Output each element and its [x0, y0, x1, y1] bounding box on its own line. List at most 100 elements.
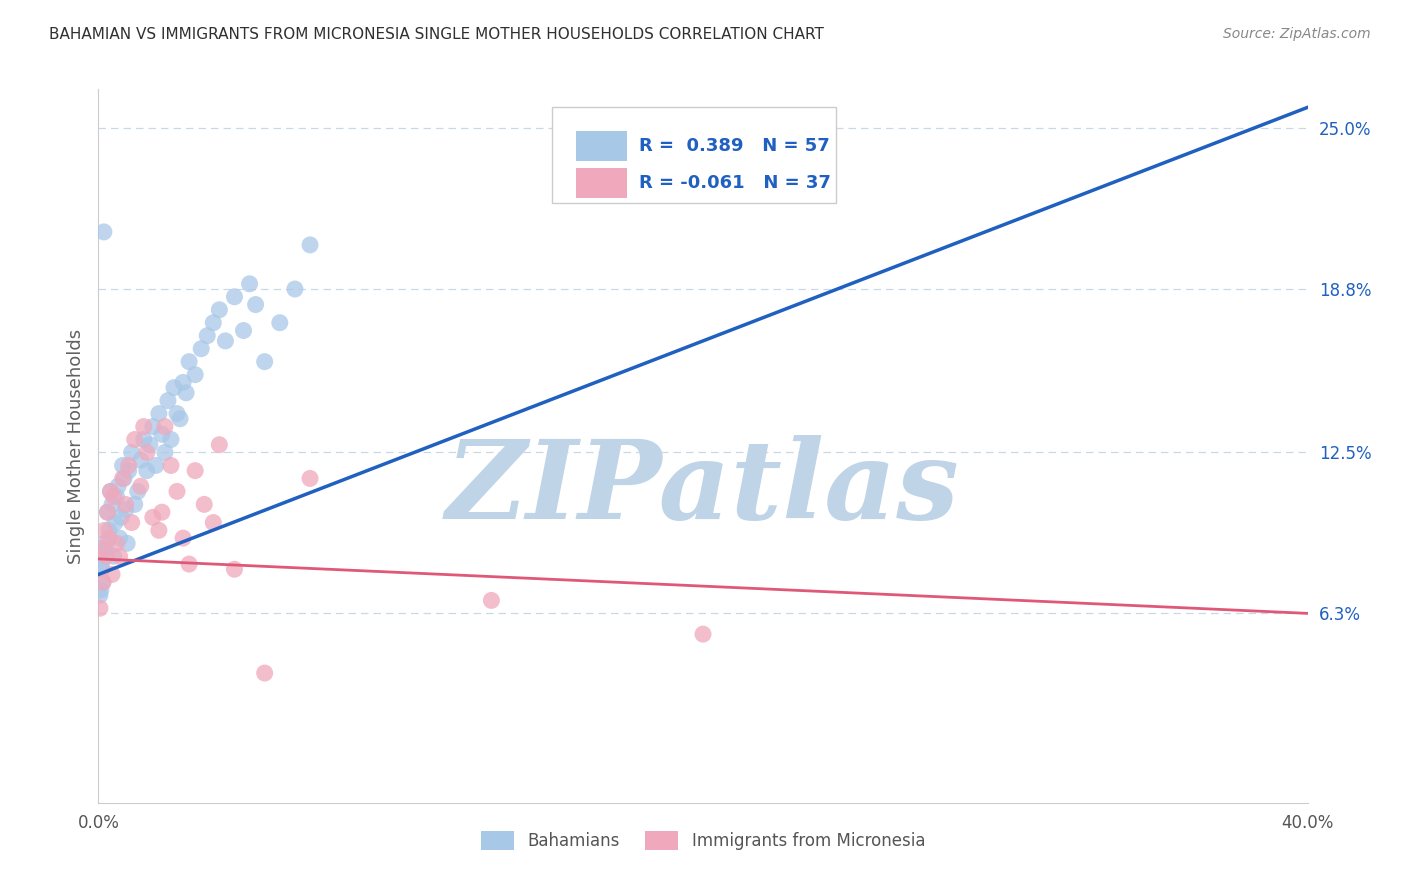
Point: [224, 562, 246, 576]
Point: [105, 490, 128, 504]
Text: R = -0.061   N = 37: R = -0.061 N = 37: [638, 175, 831, 193]
Point: [132, 433, 155, 447]
Point: [107, 479, 129, 493]
Point: [111, 458, 134, 473]
Point: [202, 516, 225, 530]
Point: [132, 419, 155, 434]
Point: [127, 484, 149, 499]
Point: [163, 381, 186, 395]
Point: [91, 575, 114, 590]
Point: [124, 433, 146, 447]
Point: [93, 524, 115, 538]
Point: [129, 479, 152, 493]
Point: [90, 582, 112, 597]
Text: R =  0.389   N = 57: R = 0.389 N = 57: [638, 136, 830, 154]
Point: [153, 445, 176, 459]
Point: [103, 490, 125, 504]
Point: [89, 601, 111, 615]
Point: [124, 497, 146, 511]
Point: [153, 419, 176, 434]
Point: [118, 458, 141, 473]
Point: [94, 541, 117, 556]
Point: [148, 524, 170, 538]
FancyBboxPatch shape: [551, 107, 837, 203]
Point: [89, 588, 111, 602]
Point: [135, 445, 157, 459]
Point: [135, 464, 157, 478]
Point: [93, 225, 115, 239]
Point: [269, 316, 291, 330]
FancyBboxPatch shape: [576, 130, 627, 161]
Point: [299, 238, 322, 252]
Point: [172, 531, 194, 545]
Point: [174, 385, 197, 400]
Point: [245, 297, 267, 311]
Point: [253, 354, 276, 368]
Point: [299, 471, 322, 485]
Point: [184, 464, 207, 478]
Point: [232, 324, 254, 338]
Point: [481, 593, 503, 607]
Point: [121, 516, 143, 530]
Point: [202, 316, 225, 330]
Point: [148, 407, 170, 421]
Point: [166, 484, 188, 499]
Point: [101, 497, 124, 511]
Point: [101, 567, 124, 582]
Point: [90, 557, 112, 571]
Point: [179, 557, 201, 571]
Point: [214, 334, 236, 348]
Point: [90, 541, 112, 556]
Point: [108, 531, 131, 545]
Point: [195, 328, 218, 343]
Point: [160, 458, 183, 473]
Point: [284, 282, 307, 296]
Point: [121, 445, 143, 459]
Point: [224, 290, 246, 304]
Point: [172, 376, 194, 390]
Point: [253, 666, 276, 681]
Point: [112, 471, 135, 485]
Point: [142, 419, 165, 434]
Point: [208, 302, 231, 317]
Text: Source: ZipAtlas.com: Source: ZipAtlas.com: [1223, 27, 1371, 41]
Point: [142, 510, 165, 524]
Point: [91, 562, 114, 576]
Point: [108, 549, 131, 564]
Point: [169, 411, 191, 425]
Point: [139, 438, 162, 452]
Text: ZIPatlas: ZIPatlas: [446, 435, 960, 542]
Point: [208, 438, 231, 452]
Point: [111, 471, 134, 485]
Point: [166, 407, 188, 421]
Point: [94, 549, 117, 564]
Point: [692, 627, 714, 641]
Point: [114, 497, 136, 511]
Point: [96, 505, 118, 519]
Point: [98, 524, 121, 538]
Point: [129, 453, 152, 467]
Point: [160, 433, 183, 447]
Point: [150, 427, 173, 442]
Point: [115, 536, 138, 550]
Point: [190, 342, 212, 356]
FancyBboxPatch shape: [576, 169, 627, 198]
Point: [193, 497, 215, 511]
Point: [100, 484, 122, 499]
Point: [105, 536, 128, 550]
Point: [179, 354, 201, 368]
Point: [96, 505, 118, 519]
Point: [150, 505, 173, 519]
Point: [145, 458, 167, 473]
Point: [93, 536, 115, 550]
Point: [110, 510, 132, 524]
Y-axis label: Single Mother Households: Single Mother Households: [66, 328, 84, 564]
Legend: Bahamians, Immigrants from Micronesia: Bahamians, Immigrants from Micronesia: [472, 822, 934, 859]
Point: [118, 464, 141, 478]
Text: BAHAMIAN VS IMMIGRANTS FROM MICRONESIA SINGLE MOTHER HOUSEHOLDS CORRELATION CHAR: BAHAMIAN VS IMMIGRANTS FROM MICRONESIA S…: [49, 27, 824, 42]
Point: [184, 368, 207, 382]
Point: [100, 484, 122, 499]
Point: [103, 549, 125, 564]
Point: [91, 575, 114, 590]
Point: [239, 277, 262, 291]
